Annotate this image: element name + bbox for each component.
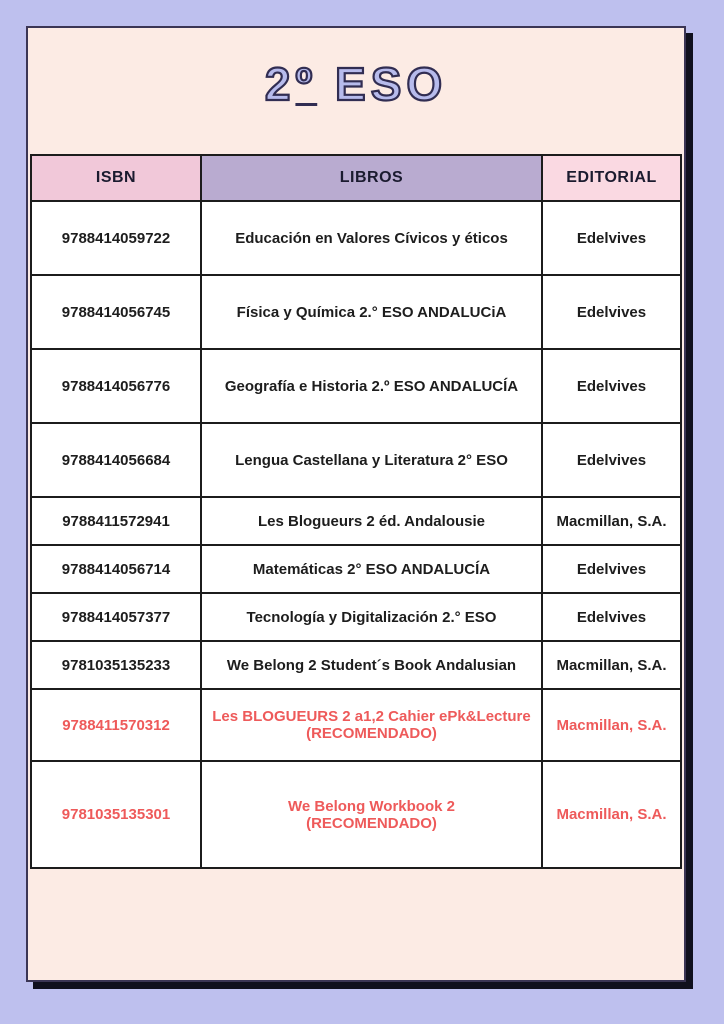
editorial-cell: Macmillan, S.A. bbox=[541, 688, 682, 763]
isbn-cell: 9788414057377 bbox=[30, 592, 202, 643]
column-header-isbn: ISBN bbox=[30, 154, 202, 203]
editorial-cell: Macmillan, S.A. bbox=[541, 640, 682, 691]
title-text: ESO bbox=[317, 58, 448, 110]
editorial-cell: Edelvives bbox=[541, 592, 682, 643]
libro-cell: Lengua Castellana y Literatura 2° ESO bbox=[200, 422, 543, 499]
editorial-cell: Edelvives bbox=[541, 274, 682, 351]
table-row: 9781035135301 We Belong Workbook 2 (RECOM… bbox=[30, 760, 682, 870]
isbn-cell: 9788414056745 bbox=[30, 274, 202, 351]
table-row: 9788411570312 Les BLOGUEURS 2 a1,2 Cahier… bbox=[30, 688, 682, 763]
table-row: 9788414056684 Lengua Castellana y Literat… bbox=[30, 422, 682, 499]
libro-cell: Física y Química 2.° ESO ANDALUCiA bbox=[200, 274, 543, 351]
title-number: 2 bbox=[264, 58, 296, 110]
table-row: 9788414056714 Matemáticas 2° ESO ANDALUCÍ… bbox=[30, 544, 682, 595]
libro-cell: Educación en Valores Cívicos y éticos bbox=[200, 200, 543, 277]
editorial-cell: Macmillan, S.A. bbox=[541, 760, 682, 870]
isbn-cell: 9788414056776 bbox=[30, 348, 202, 425]
editorial-cell: Edelvives bbox=[541, 348, 682, 425]
editorial-cell: Edelvives bbox=[541, 422, 682, 499]
title-ordinal-indicator: º bbox=[294, 58, 318, 110]
libro-cell: Les BLOGUEURS 2 a1,2 Cahier ePk&Lecture … bbox=[200, 688, 543, 763]
libro-cell: We Belong Workbook 2 (RECOMENDADO) bbox=[200, 760, 543, 870]
table-row: 9788411572941 Les Blogueurs 2 éd. Andalou… bbox=[30, 496, 682, 547]
isbn-cell: 9788414056684 bbox=[30, 422, 202, 499]
table-row: 9781035135233 We Belong 2 Student´s Book … bbox=[30, 640, 682, 691]
editorial-cell: Macmillan, S.A. bbox=[541, 496, 682, 547]
libro-cell: We Belong 2 Student´s Book Andalusian bbox=[200, 640, 543, 691]
isbn-cell: 9788414059722 bbox=[30, 200, 202, 277]
document-page: 2º ESO ISBN LIBROS EDITORIAL 9788414059722… bbox=[26, 26, 686, 982]
isbn-cell: 9781035135301 bbox=[30, 760, 202, 870]
column-header-libros: LIBROS bbox=[200, 154, 543, 203]
libro-cell: Les Blogueurs 2 éd. Andalousie bbox=[200, 496, 543, 547]
table-row: 9788414056776 Geografía e Historia 2.º ES… bbox=[30, 348, 682, 425]
table-row: 9788414057377 Tecnología y Digitalización… bbox=[30, 592, 682, 643]
isbn-cell: 9788411570312 bbox=[30, 688, 202, 763]
table-body: 9788414059722 Educación en Valores Cívico… bbox=[30, 200, 682, 870]
table-row: 9788414056745 Física y Química 2.° ESO AN… bbox=[30, 274, 682, 351]
page-title: 2º ESO bbox=[28, 58, 684, 110]
editorial-cell: Edelvives bbox=[541, 200, 682, 277]
editorial-cell: Edelvives bbox=[541, 544, 682, 595]
table-header-row: ISBN LIBROS EDITORIAL bbox=[30, 154, 682, 203]
isbn-cell: 9781035135233 bbox=[30, 640, 202, 691]
libro-cell: Tecnología y Digitalización 2.° ESO bbox=[200, 592, 543, 643]
isbn-cell: 9788414056714 bbox=[30, 544, 202, 595]
libro-cell: Matemáticas 2° ESO ANDALUCÍA bbox=[200, 544, 543, 595]
books-table: ISBN LIBROS EDITORIAL 9788414059722 Educaci… bbox=[30, 154, 682, 870]
libro-cell: Geografía e Historia 2.º ESO ANDALUCÍA bbox=[200, 348, 543, 425]
column-header-editorial: EDITORIAL bbox=[541, 154, 682, 203]
isbn-cell: 9788411572941 bbox=[30, 496, 202, 547]
table-row: 9788414059722 Educación en Valores Cívico… bbox=[30, 200, 682, 277]
